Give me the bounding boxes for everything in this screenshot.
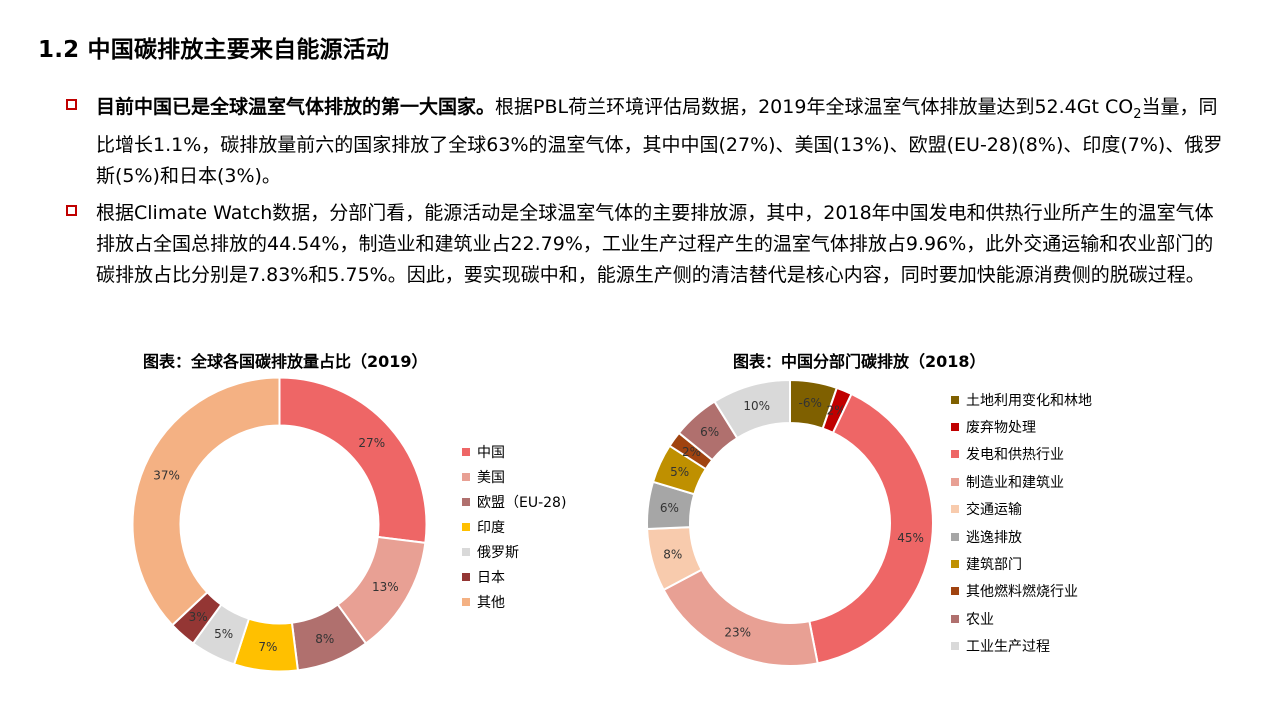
legend-item: 制造业和建筑业 <box>951 468 1092 495</box>
data-label: 6% <box>700 425 719 439</box>
bullet-body-text: 根据PBL荷兰环境评估局数据，2019年全球温室气体排放量达到52.4Gt CO <box>495 96 1134 118</box>
legend-swatch-icon <box>951 642 959 651</box>
bullet-text: 目前中国已是全球温室气体排放的第一大国家。根据PBL荷兰环境评估局数据，2019… <box>96 92 1226 192</box>
data-label: 3% <box>189 610 208 624</box>
legend-label: 发电和供热行业 <box>966 447 1064 464</box>
legend-label: 土地利用变化和林地 <box>966 392 1092 409</box>
legend-label: 建筑部门 <box>966 557 1022 574</box>
data-label: 7% <box>258 640 277 654</box>
legend-swatch-icon <box>951 477 959 486</box>
legend-label: 其他 <box>477 594 505 611</box>
data-label: 13% <box>372 580 399 594</box>
legend-item: 日本 <box>462 564 566 589</box>
data-label: 6% <box>660 501 679 515</box>
bullet-subscript: 2 <box>1133 106 1142 122</box>
chart-1-legend: 中国美国欧盟（EU-28) 印度俄罗斯日本其他 <box>462 439 566 614</box>
legend-label: 废弃物处理 <box>966 420 1036 437</box>
donut-slice <box>808 392 934 665</box>
legend-swatch-icon <box>462 497 470 506</box>
legend-swatch-icon <box>462 472 470 481</box>
bullet-text: 根据Climate Watch数据，分部门看，能源活动是全球温室气体的主要排放源… <box>96 198 1226 291</box>
data-label: 10% <box>743 399 770 413</box>
legend-label: 其他燃料燃烧行业 <box>966 584 1078 601</box>
chart-2-donut: -6%2%45%23%8%6%5%2%6%10% <box>646 378 934 667</box>
legend-item: 俄罗斯 <box>462 539 566 564</box>
legend-item: 工业生产过程 <box>951 633 1092 660</box>
legend-swatch-icon <box>951 587 959 596</box>
donut-slice <box>713 378 791 440</box>
chart-2-title: 图表：中国分部门碳排放（2018） <box>733 352 986 371</box>
bullet-item: 根据Climate Watch数据，分部门看，能源活动是全球温室气体的主要排放源… <box>66 198 1226 291</box>
legend-item: 土地利用变化和林地 <box>951 386 1092 413</box>
legend-swatch-icon <box>951 450 959 459</box>
legend-item: 其他燃料燃烧行业 <box>951 578 1092 605</box>
legend-item: 中国 <box>462 439 566 464</box>
legend-label: 美国 <box>477 469 505 486</box>
legend-item: 逃逸排放 <box>951 523 1092 550</box>
legend-label: 逃逸排放 <box>966 529 1022 546</box>
legend-swatch-icon <box>951 614 959 623</box>
data-label: 8% <box>663 548 682 562</box>
legend-swatch-icon <box>951 505 959 514</box>
legend-swatch-icon <box>951 532 959 541</box>
legend-item: 建筑部门 <box>951 550 1092 577</box>
legend-label: 制造业和建筑业 <box>966 474 1064 491</box>
data-label: 45% <box>897 531 924 545</box>
legend-item: 农业 <box>951 605 1092 632</box>
data-label: -6% <box>798 396 821 410</box>
legend-swatch-icon <box>462 522 470 531</box>
data-label: 37% <box>153 469 180 483</box>
legend-label: 交通运输 <box>966 502 1022 519</box>
chart-1-donut: 27% 13% 8% 7% 5% 3% 37% <box>131 376 428 673</box>
legend-item: 其他 <box>462 589 566 614</box>
legend-item: 交通运输 <box>951 496 1092 523</box>
bullet-list: 目前中国已是全球温室气体排放的第一大国家。根据PBL荷兰环境评估局数据，2019… <box>66 92 1226 297</box>
legend-swatch-icon <box>462 447 470 456</box>
legend-label: 农业 <box>966 611 994 628</box>
page-title: 1.2 中国碳排放主要来自能源活动 <box>38 37 390 63</box>
legend-swatch-icon <box>951 395 959 404</box>
donut-slice <box>131 376 281 627</box>
square-bullet-icon <box>66 99 77 110</box>
legend-item: 发电和供热行业 <box>951 441 1092 468</box>
legend-swatch-icon <box>951 560 959 569</box>
legend-item: 印度 <box>462 514 566 539</box>
legend-item: 废弃物处理 <box>951 413 1092 440</box>
legend-label: 俄罗斯 <box>477 544 519 561</box>
bullet-body-text: 根据Climate Watch数据，分部门看，能源活动是全球温室气体的主要排放源… <box>96 201 1214 286</box>
donut-slice <box>662 568 819 667</box>
chart-2-legend: 土地利用变化和林地 废弃物处理发电和供热行业 制造业和建筑业 交通运输逃逸排放建筑部门… <box>951 386 1092 660</box>
legend-label: 工业生产过程 <box>966 639 1050 656</box>
data-label: 23% <box>724 626 751 640</box>
legend-swatch-icon <box>462 547 470 556</box>
legend-swatch-icon <box>951 423 959 432</box>
legend-swatch-icon <box>462 597 470 606</box>
legend-label: 欧盟（EU-28) <box>477 494 567 511</box>
data-label: 8% <box>315 632 334 646</box>
bullet-item: 目前中国已是全球温室气体排放的第一大国家。根据PBL荷兰环境评估局数据，2019… <box>66 92 1226 192</box>
legend-label: 印度 <box>477 519 505 536</box>
donut-slice <box>278 376 428 545</box>
data-label: 5% <box>670 465 689 479</box>
legend-swatch-icon <box>462 572 470 581</box>
legend-item: 欧盟（EU-28) <box>462 489 566 514</box>
data-label: 2% <box>682 445 701 459</box>
bullet-bold-text: 目前中国已是全球温室气体排放的第一大国家。 <box>96 96 496 118</box>
bullet-body-text-cont: 当量，同比增长1.1%，碳排放量前六的国家排放了全球63%的温室气体，其中中国(… <box>96 96 1223 187</box>
data-label: 5% <box>214 627 233 641</box>
chart-1-title: 图表：全球各国碳排放量占比（2019） <box>143 352 428 371</box>
legend-item: 美国 <box>462 464 566 489</box>
square-bullet-icon <box>66 204 77 216</box>
legend-label: 中国 <box>477 444 505 461</box>
data-label: 27% <box>358 436 385 450</box>
legend-label: 日本 <box>477 569 505 586</box>
